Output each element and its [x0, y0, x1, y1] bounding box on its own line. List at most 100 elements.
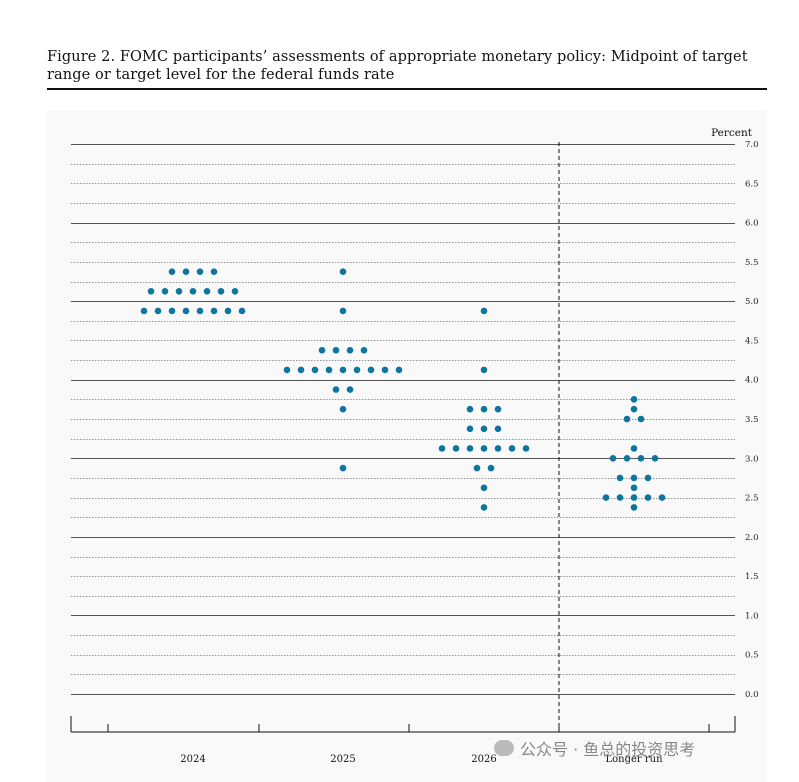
x-tick-label: 2026: [471, 754, 496, 765]
dot-point: [210, 307, 218, 315]
dot-point: [466, 405, 474, 413]
dot-point: [637, 454, 645, 462]
dot-point: [630, 396, 638, 403]
dot-point: [480, 307, 488, 315]
dot-point: [339, 464, 347, 472]
plot-panel: 0.0 0.5 1.0 1.5 2.0 2.5 3.0 3.5 4.0 4.5 5.0 5.5 6.0 6…: [47, 110, 767, 782]
dot-point: [147, 288, 155, 295]
watermark: 公众号 · 鱼总的投资思考: [494, 736, 695, 760]
dot-point: [630, 405, 638, 413]
dot-point: [494, 445, 502, 452]
dot-plot-chart: 0.0 0.5 1.0 1.5 2.0 2.5 3.0 3.5 4.0 4.5 5.0 5.5 6.0 6…: [70, 127, 759, 765]
dot-point: [140, 307, 148, 315]
dot-point: [522, 445, 530, 452]
dot-point: [210, 268, 218, 275]
y-tick-label: 5.0: [745, 297, 759, 307]
dot-point: [630, 445, 638, 452]
dot-point: [466, 425, 474, 433]
figure-caption: Figure 2. FOMC participants’ assessments…: [47, 49, 748, 83]
y-tick-label: 1.5: [745, 572, 759, 582]
dot-point: [297, 366, 305, 374]
x-tick-label: 2025: [330, 754, 355, 765]
data-points: [140, 268, 666, 511]
dot-point: [623, 415, 631, 423]
dot-point: [480, 405, 488, 413]
dot-point: [196, 307, 204, 315]
dot-point: [182, 307, 190, 315]
dot-point: [473, 464, 481, 472]
y-tick-label: 3.5: [745, 415, 759, 425]
dot-point: [602, 494, 610, 501]
dot-point: [339, 405, 347, 413]
dot-point: [466, 445, 474, 452]
x-tick-label: 2024: [180, 754, 205, 765]
dot-point: [175, 288, 183, 295]
y-tick-label: 2.5: [745, 494, 759, 504]
y-tick-label: 6.0: [745, 219, 759, 229]
dot-point: [346, 386, 354, 393]
dot-point: [616, 494, 624, 501]
dot-point: [196, 268, 204, 275]
dot-point: [339, 366, 347, 374]
dot-point: [168, 307, 176, 315]
dot-point: [494, 425, 502, 433]
dot-point: [480, 366, 488, 374]
dot-point: [651, 454, 659, 462]
dot-point: [283, 366, 291, 374]
y-tick-label: 4.5: [745, 336, 759, 346]
watermark-text: 公众号 · 鱼总的投资思考: [520, 740, 696, 759]
dot-point: [353, 366, 361, 374]
dot-point: [395, 366, 403, 374]
dot-point: [332, 386, 340, 393]
dot-point: [438, 445, 446, 452]
dot-point: [224, 307, 232, 315]
dot-point: [630, 504, 638, 511]
dot-point: [609, 454, 617, 462]
dot-point: [480, 425, 488, 433]
wechat-icon: [494, 740, 514, 756]
y-tick-label: 1.0: [745, 611, 759, 621]
dot-point: [182, 268, 190, 275]
y-tick-label: 7.0: [745, 140, 759, 150]
axes: 0.0 0.5 1.0 1.5 2.0 2.5 3.0 3.5 4.0 4.5 5.0 5.5 6.0 6…: [70, 140, 759, 765]
dot-point: [381, 366, 389, 374]
y-axis-label: Percent: [711, 127, 753, 139]
dot-point: [630, 474, 638, 482]
dot-point: [325, 366, 333, 374]
x-tick-label: Longer run: [605, 754, 663, 765]
dot-point: [630, 484, 638, 492]
dot-point: [508, 445, 516, 452]
dot-point: [318, 346, 326, 354]
dot-point: [644, 474, 652, 482]
dot-point: [644, 494, 652, 501]
dot-point: [339, 268, 347, 275]
dot-point: [494, 405, 502, 413]
dot-point: [480, 445, 488, 452]
dot-point: [189, 288, 197, 295]
dot-point: [161, 288, 169, 295]
dot-point: [480, 484, 488, 492]
dot-point: [332, 346, 340, 354]
y-tick-label: 2.0: [745, 533, 759, 543]
caption-rule: [47, 88, 767, 90]
dot-point: [367, 366, 375, 374]
y-tick-label: 5.5: [745, 258, 759, 268]
y-tick-label: 0.5: [745, 651, 759, 661]
gridlines: [71, 144, 735, 695]
dot-point: [238, 307, 246, 315]
dot-point: [154, 307, 162, 315]
dot-point: [487, 464, 495, 472]
dot-point: [203, 288, 211, 295]
y-tick-label: 4.0: [745, 376, 759, 386]
dot-point: [339, 307, 347, 315]
y-tick-label: 0.0: [745, 690, 759, 700]
dot-point: [360, 346, 368, 354]
dot-point: [658, 494, 666, 501]
dot-point: [168, 268, 176, 275]
dot-point: [623, 454, 631, 462]
dot-point: [480, 504, 488, 511]
dot-point: [311, 366, 319, 374]
dot-point: [630, 494, 638, 501]
dot-point: [231, 288, 239, 295]
dot-point: [217, 288, 225, 295]
